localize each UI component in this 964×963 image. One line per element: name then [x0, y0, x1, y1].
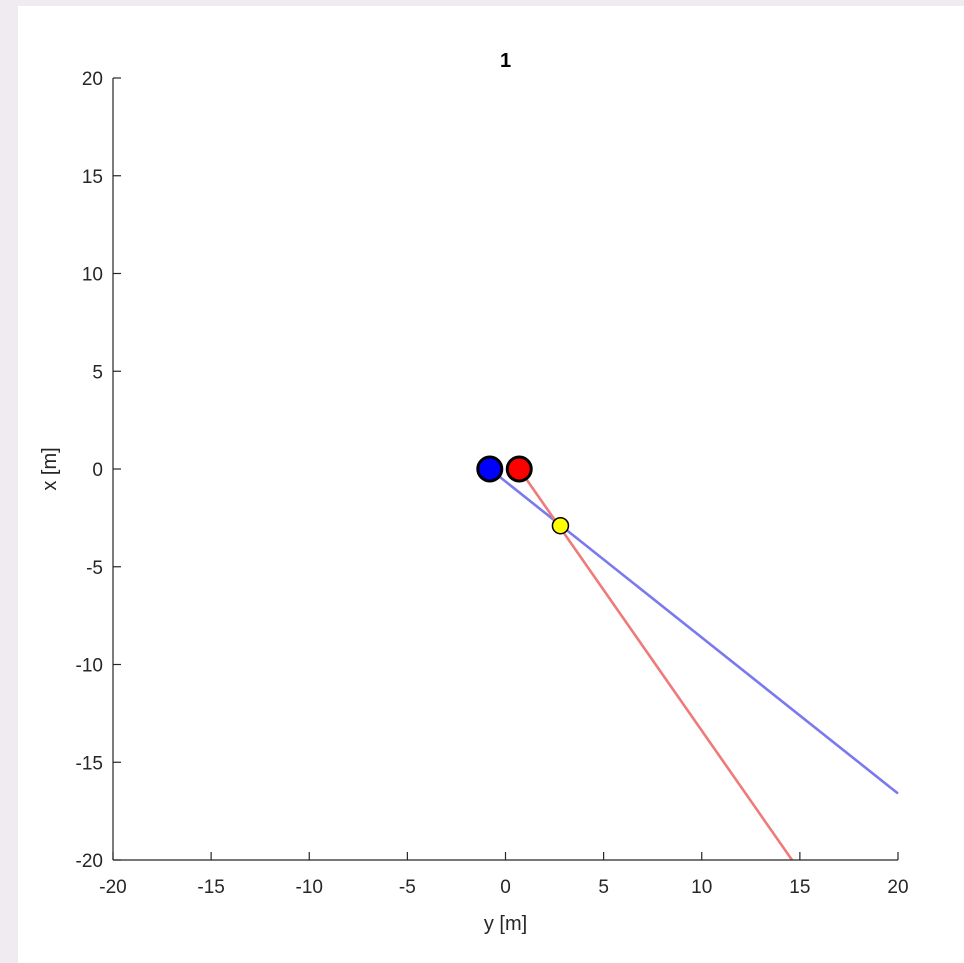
x-tick-label: 20	[887, 877, 908, 898]
chart-title: 1	[500, 50, 511, 72]
x-tick-label: 15	[789, 877, 810, 898]
x-tick-label: 10	[691, 877, 712, 898]
y-tick-label: -15	[76, 753, 103, 774]
y-tick-label: -10	[76, 656, 103, 677]
x-tick-labels: -20 -15 -10 -5 0 5 10 15 20	[99, 877, 908, 898]
series-line-2	[518, 468, 794, 861]
axes-layer	[112, 77, 899, 861]
y-tick-label: 20	[82, 69, 103, 90]
y-tick-labels: -20 -15 -10 -5 0 5 10 15 20	[76, 69, 103, 872]
marker-2	[505, 455, 533, 483]
x-axis-label: y [m]	[484, 913, 527, 935]
y-tick-label: -5	[86, 558, 103, 579]
marker-layer	[476, 455, 570, 535]
y-axis-label: x [m]	[39, 447, 61, 490]
y-tick-label: -20	[76, 851, 103, 872]
y-tick-label: 10	[82, 265, 103, 286]
x-tick-label: 5	[598, 877, 609, 898]
x-tick-label: -10	[296, 877, 323, 898]
y-tick-label: 5	[92, 362, 103, 383]
x-tick-label: -15	[197, 877, 224, 898]
y-tick-label: 15	[82, 167, 103, 188]
y-tick-label: 0	[92, 460, 103, 481]
marker-1	[476, 455, 504, 483]
x-tick-label: -20	[99, 877, 126, 898]
plot-area	[113, 78, 898, 860]
marker-3	[551, 516, 570, 535]
x-tick-label: -5	[399, 877, 416, 898]
x-tick-label: 0	[500, 877, 511, 898]
